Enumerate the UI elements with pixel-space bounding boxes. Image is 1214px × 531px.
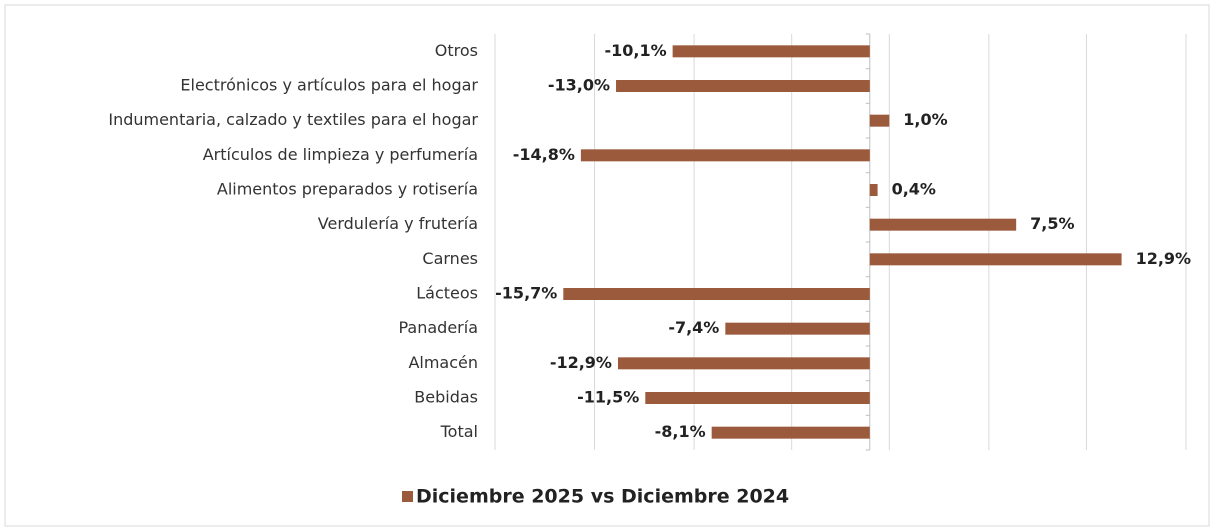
y-tick-label: Carnes	[422, 249, 478, 268]
bar	[869, 218, 1017, 231]
bar	[616, 80, 870, 92]
value-label: -10,1%	[604, 41, 666, 60]
y-tick-label: Almacén	[408, 353, 478, 372]
y-tick-label: Otros	[435, 41, 478, 60]
value-label: -15,7%	[495, 284, 557, 303]
bar	[725, 322, 870, 335]
y-tick-label: Electrónicos y artículos para el hogar	[180, 76, 478, 95]
bar	[617, 357, 870, 370]
bar	[869, 184, 878, 196]
value-label: 7,5%	[1030, 214, 1074, 233]
bar	[645, 392, 870, 404]
value-label: -14,8%	[513, 145, 575, 164]
y-tick-label: Panadería	[398, 318, 478, 337]
y-tick-label: Bebidas	[414, 388, 478, 407]
value-label: -11,5%	[577, 388, 639, 407]
value-label: 12,9%	[1136, 249, 1192, 268]
y-tick-label: Alimentos preparados y rotisería	[217, 180, 478, 199]
bar	[563, 288, 870, 300]
bar	[869, 253, 1122, 266]
value-label: -7,4%	[668, 318, 719, 337]
bar	[672, 45, 870, 58]
y-tick-label: Total	[440, 422, 478, 441]
bar	[711, 426, 870, 439]
bar	[869, 114, 890, 127]
legend-swatch	[402, 491, 413, 502]
y-tick-label: Verdulería y frutería	[318, 214, 478, 233]
value-label: 1,0%	[903, 110, 947, 129]
value-label: -12,9%	[550, 353, 612, 372]
bar	[580, 149, 870, 162]
legend-label: Diciembre 2025 vs Diciembre 2024	[416, 486, 789, 508]
chart-frame	[4, 4, 1210, 527]
value-label: -13,0%	[548, 76, 610, 95]
value-label: -8,1%	[655, 422, 706, 441]
y-tick-label: Artículos de limpieza y perfumería	[203, 145, 478, 164]
y-tick-label: Lácteos	[416, 284, 478, 303]
y-tick-label: Indumentaria, calzado y textiles para el…	[108, 110, 478, 129]
value-label: 0,4%	[892, 180, 936, 199]
